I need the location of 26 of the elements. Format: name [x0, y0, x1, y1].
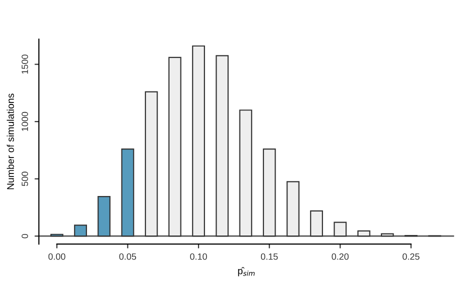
x-tick-label: 0.20 — [332, 253, 349, 260]
bar — [216, 55, 229, 237]
x-tick-label: 0.10 — [190, 253, 207, 260]
bar — [286, 181, 300, 237]
bar — [357, 230, 370, 237]
bar — [74, 224, 87, 237]
y-tick-label: 0 — [22, 234, 28, 238]
y-tick-label: 1500 — [22, 54, 28, 74]
x-tick-label: 0.25 — [402, 253, 420, 260]
bar — [334, 222, 347, 237]
bar — [121, 148, 134, 237]
y-tick-label: 500 — [22, 172, 28, 186]
y-tick-label: 1000 — [22, 112, 28, 131]
y-axis-title: Number of simulations — [6, 94, 14, 190]
x-tick-label: 0.15 — [260, 253, 278, 260]
bar — [98, 196, 111, 237]
bar — [380, 233, 394, 237]
x-tick-label: 0.05 — [119, 253, 136, 260]
bar — [310, 210, 324, 237]
x-tick-label: 0.00 — [48, 253, 66, 260]
bar — [144, 91, 158, 237]
bar — [262, 148, 276, 237]
bar — [192, 45, 205, 237]
x-axis-title: p̂$_{sim}$ — [238, 267, 255, 276]
bar — [239, 110, 252, 237]
bar — [168, 56, 182, 237]
